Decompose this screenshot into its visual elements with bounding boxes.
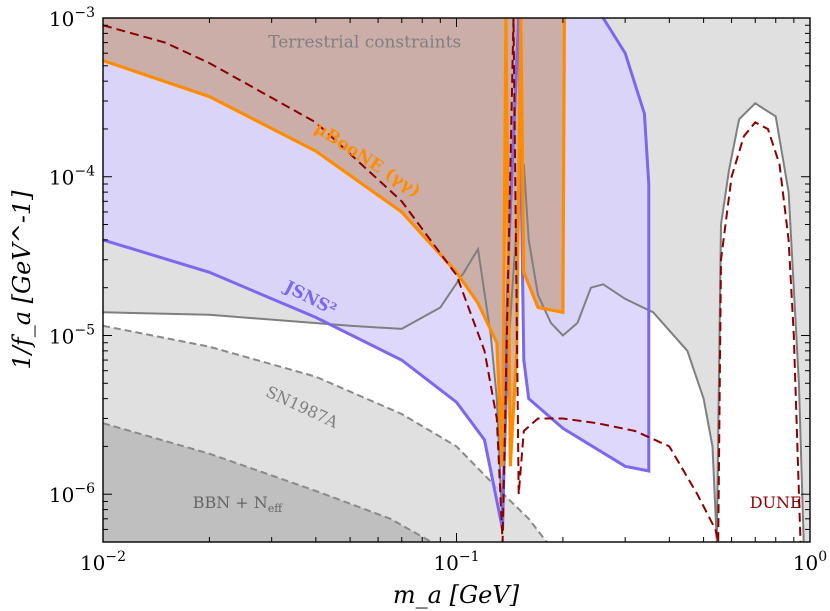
- x-tick-label: 10−1: [433, 549, 479, 575]
- bbn-neff-label: BBN + Neff: [193, 493, 284, 515]
- y-tick-label: 10−3: [49, 5, 95, 31]
- terrestrial-label: Terrestrial constraints: [268, 33, 461, 53]
- y-tick-label: 10−5: [49, 323, 95, 349]
- x-tick-label: 10−2: [80, 549, 126, 575]
- dune-label: DUNE: [750, 493, 802, 512]
- y-tick-label: 10−4: [49, 164, 95, 190]
- y-tick-label: 10−6: [49, 481, 95, 507]
- microboone-line: [103, 18, 566, 467]
- microboone-region: [103, 18, 565, 467]
- bbn-neff-boundary: [103, 422, 432, 542]
- y-axis-label: 1/f_a [GeV^-1]: [8, 190, 36, 370]
- x-tick-label: 100: [793, 549, 827, 575]
- bbn-neff-region: [103, 423, 810, 542]
- sn1987a-boundary: [103, 324, 548, 542]
- terrestrial-boundary: [103, 102, 805, 542]
- dune-line: [103, 18, 802, 542]
- axis-ticks: [102, 17, 810, 543]
- x-axis-label: m_a [GeV]: [393, 581, 520, 609]
